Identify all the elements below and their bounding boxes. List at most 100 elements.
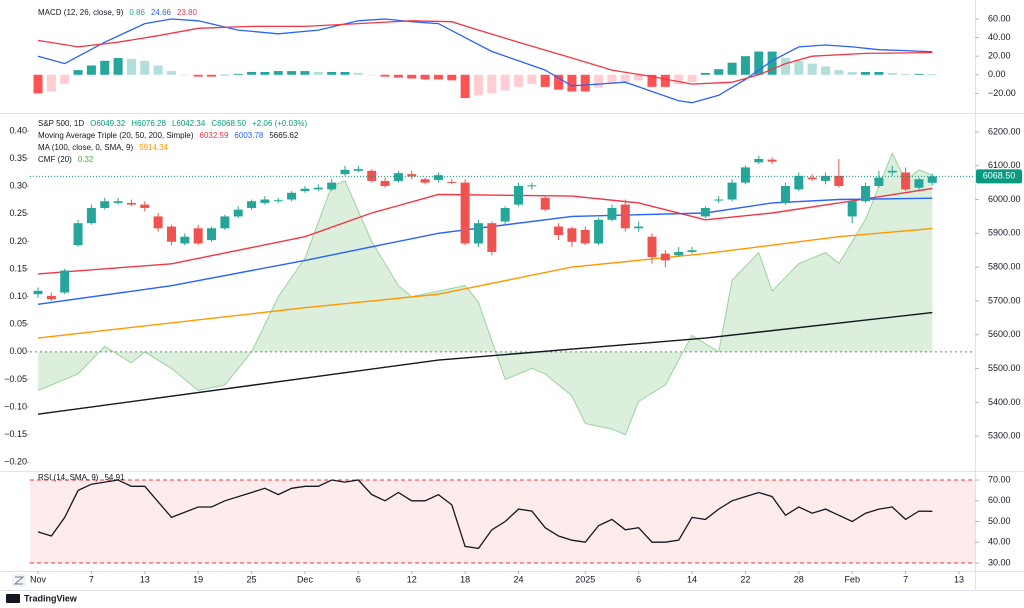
legend-value: 24.66 <box>151 8 172 17</box>
timezone-button[interactable] <box>12 574 26 587</box>
legend-value: C6068.50 <box>211 119 246 128</box>
histogram-bar <box>140 60 150 75</box>
x-tick-label: 14 <box>687 574 697 584</box>
candle-body <box>740 167 750 183</box>
histogram-bar <box>473 74 483 96</box>
histogram-bar <box>73 70 83 75</box>
legend-label: MA (100, close, 0, SMA, 9) <box>38 143 133 152</box>
histogram-bar <box>420 74 430 80</box>
candle-body <box>887 170 897 173</box>
histogram-bar <box>767 51 777 75</box>
histogram-bar <box>540 74 550 87</box>
candle-body <box>620 204 630 229</box>
x-tick-label: 19 <box>193 574 203 584</box>
candle-body <box>861 186 871 202</box>
histogram-bar <box>660 74 670 87</box>
histogram-bar <box>273 71 283 75</box>
candle-body <box>821 175 831 181</box>
candle-body <box>487 223 497 252</box>
y-tick-label: 5700.00 <box>988 295 1021 305</box>
histogram-bar <box>647 74 657 87</box>
candle-body <box>527 185 537 187</box>
histogram-bar <box>634 74 644 81</box>
y-tick-label: 5800.00 <box>988 262 1021 272</box>
candle-body <box>60 270 70 293</box>
candle-body <box>113 201 123 203</box>
moving-average-line <box>37 227 933 339</box>
candle-body <box>754 158 764 163</box>
histogram-bar <box>887 72 897 75</box>
histogram-bar <box>594 74 604 88</box>
x-tick-label: 12 <box>407 574 417 584</box>
candle-body <box>233 209 243 217</box>
legend-value: 6003.78 <box>234 131 263 140</box>
candle-body <box>46 295 56 300</box>
candle-body <box>73 223 83 246</box>
candle-body <box>567 228 577 242</box>
histogram-bar <box>367 74 377 76</box>
moving-average-line <box>37 187 933 275</box>
candle-body <box>687 250 697 252</box>
candle-body <box>86 207 96 224</box>
candle-body <box>473 223 483 244</box>
histogram-bar <box>247 71 257 75</box>
candle-body <box>340 169 350 175</box>
y-tick-label: 0.25 <box>9 208 27 218</box>
candle-body <box>727 182 737 200</box>
x-tick-label: 7 <box>903 574 908 584</box>
histogram-bar <box>287 71 297 75</box>
candle-body <box>447 181 457 183</box>
candle-body <box>367 170 377 181</box>
candle-body <box>393 173 403 181</box>
histogram-bar <box>153 65 163 75</box>
histogram-bar <box>754 51 764 75</box>
histogram-bar <box>834 70 844 75</box>
x-tick-label: Feb <box>844 574 860 584</box>
histogram-bar <box>207 74 217 77</box>
y-tick-label: 40.00 <box>988 32 1011 42</box>
brand-name: TradingView <box>24 593 78 603</box>
y-tick-label: 70.00 <box>988 474 1011 484</box>
candle-body <box>220 216 230 229</box>
last-price-tag <box>976 169 1022 184</box>
x-tick-label: 24 <box>514 574 524 584</box>
candle-body <box>594 219 604 244</box>
histogram-bar <box>714 69 724 75</box>
y-tick-label: 0.35 <box>9 153 27 163</box>
macd-line <box>37 20 933 85</box>
legend-value: +2.06 (+0.03%) <box>252 119 307 128</box>
histogram-bar <box>86 65 96 75</box>
y-tick-label: 60.00 <box>988 13 1011 23</box>
histogram-bar <box>567 74 577 92</box>
y-tick-label: 60.00 <box>988 495 1011 505</box>
y-tick-label: 0.10 <box>9 291 27 301</box>
candle-body <box>780 186 790 203</box>
histogram-bar <box>687 74 697 83</box>
histogram-bar <box>487 74 497 94</box>
candle-body <box>153 216 163 229</box>
candle-body <box>874 177 884 186</box>
candle-body <box>847 201 857 217</box>
histogram-bar <box>233 73 243 75</box>
y-tick-label: 0.30 <box>9 181 27 191</box>
candle-body <box>634 226 644 229</box>
histogram-bar <box>500 74 510 91</box>
histogram-bar <box>353 72 363 75</box>
y-tick-label: 0.20 <box>9 236 27 246</box>
candle-body <box>140 204 150 208</box>
y-tick-label: −0.15 <box>4 429 27 439</box>
histogram-bar <box>620 74 630 83</box>
brand[interactable]: TradingView <box>6 593 78 603</box>
candle-body <box>540 197 550 210</box>
x-tick-label: 28 <box>794 574 804 584</box>
legend-label: Moving Average Triple (20, 50, 200, Simp… <box>38 131 194 140</box>
y-tick-label: 0.00 <box>988 69 1006 79</box>
histogram-bar <box>100 60 110 75</box>
candle-body <box>794 175 804 190</box>
histogram-bar <box>300 71 310 75</box>
x-tick-label: 6 <box>356 574 361 584</box>
y-tick-label: 20.00 <box>988 51 1011 61</box>
y-tick-label: 6100.00 <box>988 160 1021 170</box>
y-tick-label: 6000.00 <box>988 194 1021 204</box>
